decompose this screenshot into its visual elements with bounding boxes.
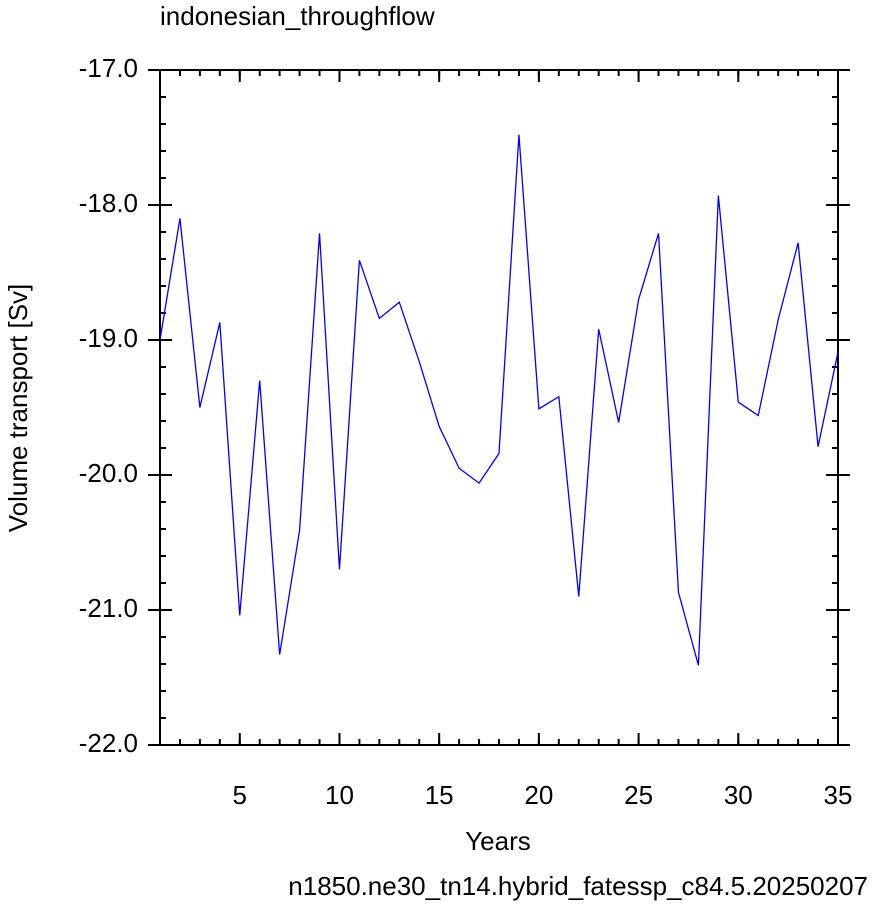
y-tick-label: -22.0 <box>79 728 138 758</box>
y-tick-label: -18.0 <box>79 188 138 218</box>
x-tick-label: 30 <box>724 780 753 810</box>
x-tick-label: 25 <box>624 780 653 810</box>
x-tick-label: 35 <box>824 780 853 810</box>
y-tick-label: -20.0 <box>79 458 138 488</box>
chart-title: indonesian_throughflow <box>160 1 435 31</box>
data-line <box>159 134 839 666</box>
x-axis-label: Years <box>465 826 531 856</box>
y-tick-label: -19.0 <box>79 323 138 353</box>
x-tick-label: 10 <box>325 780 354 810</box>
y-tick-label: -17.0 <box>79 53 138 83</box>
x-tick-label: 15 <box>425 780 454 810</box>
x-tick-label: 5 <box>233 780 247 810</box>
subtitle: n1850.ne30_tn14.hybrid_fatessp_c84.5.202… <box>288 871 868 901</box>
y-tick-label: -21.0 <box>79 593 138 623</box>
x-tick-label: 20 <box>524 780 553 810</box>
y-axis-label: Volume transport [Sv] <box>3 284 33 533</box>
